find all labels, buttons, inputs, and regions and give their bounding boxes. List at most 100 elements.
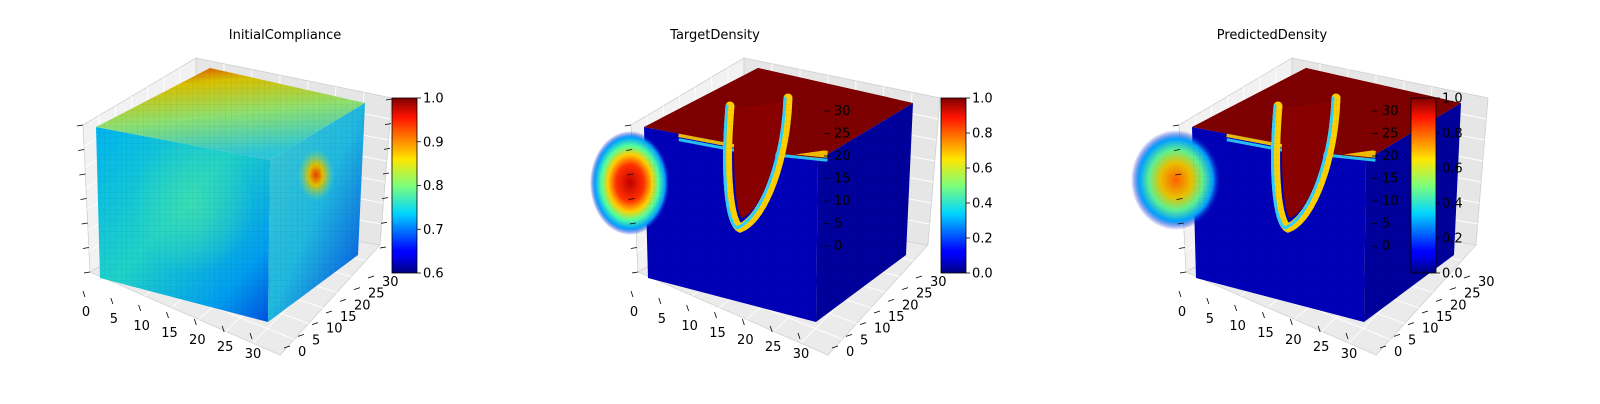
z-tick-mark	[80, 198, 87, 200]
y-tick-mark	[845, 333, 853, 337]
z-tick-label: 15	[834, 172, 851, 187]
x-tick-label: 20	[189, 333, 206, 348]
z-tick-mark	[383, 147, 391, 150]
colorbar-tick-label: 0.9	[423, 135, 444, 150]
x-tick-mark	[741, 318, 745, 326]
x-tick-mark	[797, 332, 801, 340]
x-tick-label: 10	[1229, 319, 1246, 334]
y-tick-label: 10	[326, 322, 343, 337]
colorbar-tick-label: 0.6	[972, 162, 993, 177]
z-tick-mark	[628, 198, 635, 200]
z-tick-label: 20	[1382, 149, 1399, 164]
x-tick-mark	[658, 297, 662, 305]
x-tick-mark	[769, 325, 773, 333]
x-tick-mark	[249, 332, 253, 340]
y-tick-label: 0	[298, 345, 306, 360]
y-tick-label: 30	[1478, 275, 1495, 290]
y-tick-label: 15	[1436, 310, 1453, 325]
colorbar-tick-label: 0.0	[1442, 267, 1463, 282]
z-tick-mark	[1178, 247, 1185, 249]
colorbar-tick-label: 1.0	[972, 92, 993, 107]
colorbar-tick-label: 0.2	[1442, 232, 1463, 247]
y-tick-mark	[887, 298, 895, 302]
x-tick-label: 0	[1178, 305, 1186, 320]
z-tick-label: 0	[834, 239, 842, 254]
voxel-grid	[1192, 127, 1366, 322]
x-tick-label: 10	[681, 319, 698, 334]
y-tick-label: 15	[888, 310, 905, 325]
voxel-grid	[644, 68, 913, 160]
z-tick-mark	[627, 173, 634, 176]
chart-panel-1: 0 5 10 15 20 25 30 051015202530InitialComplianc…	[76, 28, 444, 362]
colorbar-tick-label: 0.6	[1442, 162, 1463, 177]
x-tick-label: 20	[1285, 333, 1302, 348]
x-tick-label: 15	[161, 326, 178, 341]
z-tick-mark	[1179, 271, 1187, 274]
y-tick-label: 0	[1394, 345, 1402, 360]
x-tick-label: 30	[245, 347, 262, 362]
z-tick-mark	[629, 222, 636, 225]
z-tick-label: 10	[834, 194, 851, 209]
y-tick-label: 20	[1450, 298, 1467, 313]
y-tick-mark	[297, 333, 305, 337]
y-tick-mark	[831, 345, 839, 349]
y-tick-mark	[353, 287, 361, 291]
x-tick-mark	[686, 304, 690, 312]
y-tick-label: 10	[1422, 322, 1439, 337]
colorbar-tick-label: 0.4	[972, 197, 993, 212]
z-tick-mark	[381, 197, 389, 200]
z-tick-mark	[79, 173, 86, 176]
x-tick-mark	[1317, 325, 1321, 333]
y-tick-mark	[1421, 310, 1429, 314]
z-tick-mark	[380, 221, 388, 224]
z-tick-mark	[626, 149, 633, 151]
x-tick-mark	[193, 318, 197, 326]
x-tick-label: 15	[709, 326, 726, 341]
z-tick-mark	[1175, 173, 1182, 176]
colorbar	[940, 97, 967, 274]
colorbar-tick-label: 1.0	[423, 92, 444, 107]
z-tick-mark	[631, 271, 639, 274]
z-tick-mark	[83, 271, 91, 274]
colorbar-tick-label: 0.8	[423, 179, 444, 194]
z-tick-label: 25	[834, 127, 851, 142]
colorbar	[391, 97, 418, 274]
y-tick-label: 10	[874, 322, 891, 337]
z-tick-label: 20	[834, 149, 851, 164]
colorbar-tick-label: 0.2	[972, 232, 993, 247]
voxel-grid	[96, 127, 270, 322]
z-tick-mark	[624, 124, 632, 127]
y-tick-mark	[325, 310, 333, 314]
z-tick-label: 10	[1382, 194, 1399, 209]
x-tick-mark	[110, 297, 114, 305]
z-tick-mark	[385, 98, 393, 101]
y-tick-label: 5	[312, 333, 320, 348]
z-tick-mark	[1174, 149, 1181, 151]
z-tick-mark	[76, 124, 84, 127]
z-tick-label: 30	[1382, 104, 1399, 119]
chart-panel-2: 0 5 10 15 20 25 30 051015202530051015202530Targ…	[590, 28, 993, 362]
y-tick-label: 5	[1408, 333, 1416, 348]
x-tick-label: 25	[765, 340, 782, 355]
y-tick-label: 15	[340, 310, 357, 325]
z-tick-mark	[384, 123, 392, 126]
y-tick-mark	[1379, 345, 1387, 349]
x-tick-label: 15	[1257, 326, 1274, 341]
z-tick-mark	[81, 222, 88, 225]
x-tick-label: 30	[793, 347, 810, 362]
voxel-grid	[816, 103, 913, 322]
x-tick-mark	[166, 311, 169, 319]
y-tick-mark	[1407, 322, 1415, 326]
x-tick-mark	[630, 290, 634, 298]
z-tick-label: 0	[1382, 239, 1390, 254]
colorbar-tick-label: 1.0	[1442, 92, 1463, 107]
chart-title: TargetDensity	[669, 28, 760, 43]
x-tick-mark	[1234, 304, 1238, 312]
chart-title: InitialCompliance	[229, 28, 342, 43]
z-tick-mark	[82, 247, 89, 249]
y-tick-label: 20	[354, 298, 371, 313]
x-tick-mark	[1262, 311, 1265, 319]
z-tick-mark	[1177, 222, 1184, 225]
